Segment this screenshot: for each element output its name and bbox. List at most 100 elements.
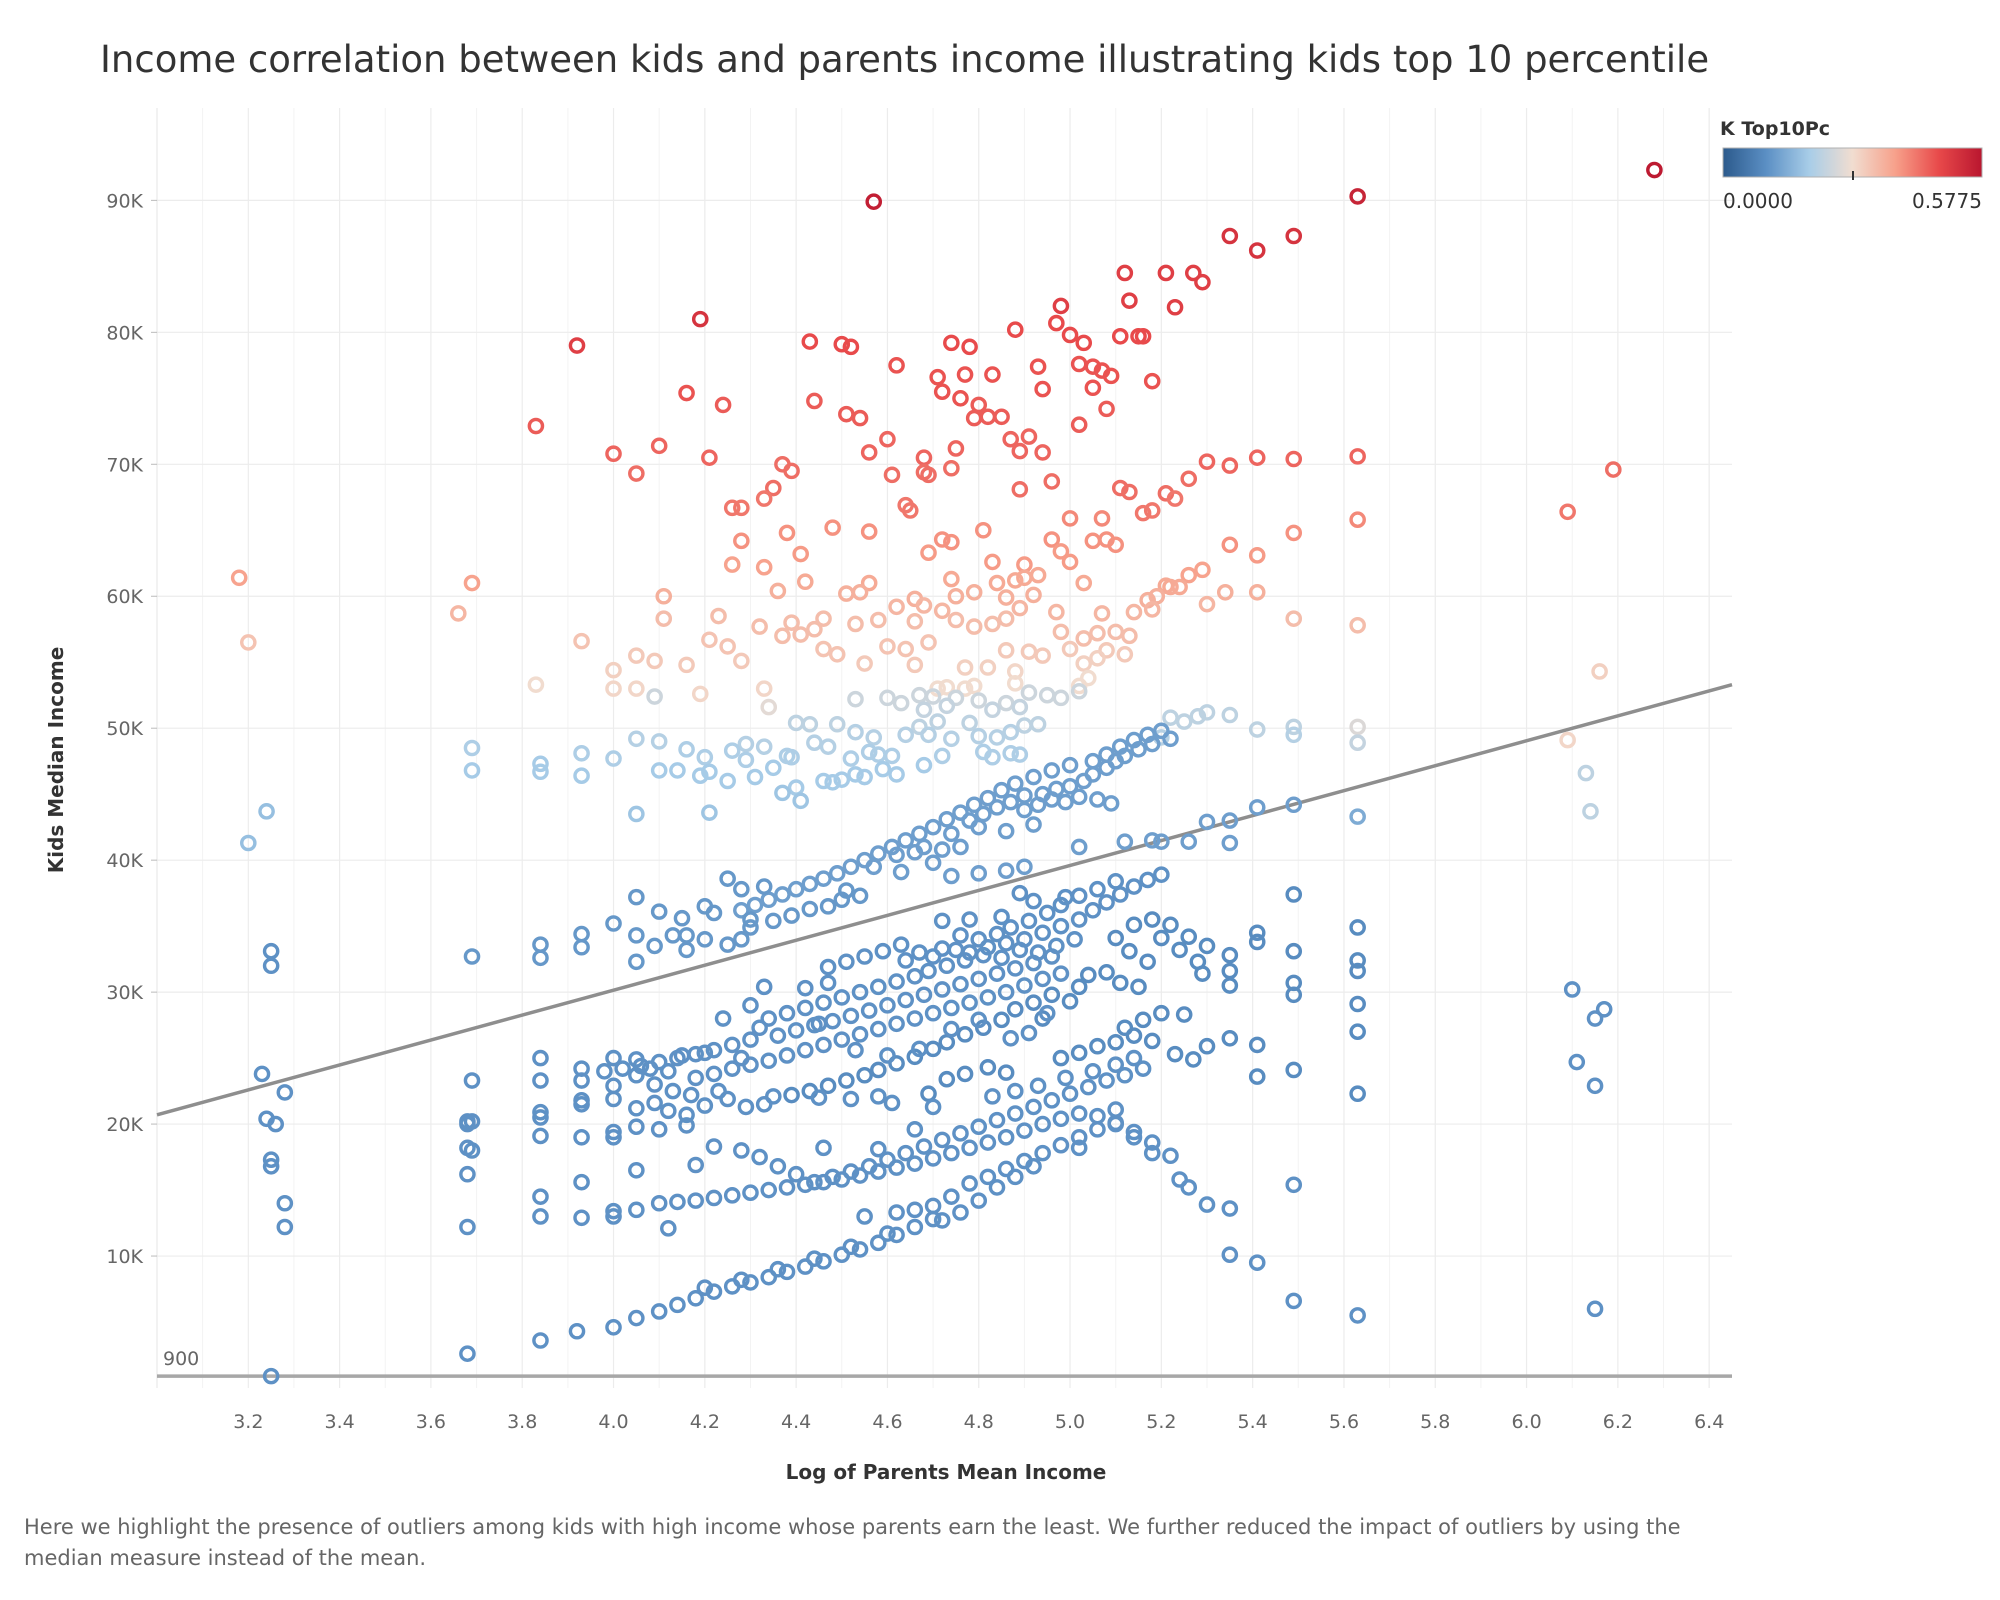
data-point[interactable] xyxy=(696,931,714,948)
data-point[interactable] xyxy=(573,938,590,956)
data-point[interactable] xyxy=(723,742,741,759)
data-point[interactable] xyxy=(1006,572,1024,589)
data-point[interactable] xyxy=(1020,1024,1038,1042)
data-point[interactable] xyxy=(870,1088,887,1105)
data-point[interactable] xyxy=(628,647,645,664)
data-point[interactable] xyxy=(605,661,622,679)
data-point[interactable] xyxy=(783,614,800,631)
data-point[interactable] xyxy=(1125,1049,1143,1067)
data-point[interactable] xyxy=(888,1226,905,1244)
data-point[interactable] xyxy=(755,738,773,755)
data-point[interactable] xyxy=(669,1296,686,1314)
data-point[interactable] xyxy=(1052,1049,1070,1067)
data-point[interactable] xyxy=(678,741,695,758)
data-point[interactable] xyxy=(1029,715,1047,733)
data-point[interactable] xyxy=(1025,768,1042,786)
data-point[interactable] xyxy=(1029,796,1047,814)
data-point[interactable] xyxy=(1153,866,1170,883)
data-point[interactable] xyxy=(1011,481,1029,498)
data-point[interactable] xyxy=(1143,601,1161,618)
data-point[interactable] xyxy=(1198,1196,1216,1213)
data-point[interactable] xyxy=(687,1192,704,1209)
data-point[interactable] xyxy=(1185,264,1202,282)
data-point[interactable] xyxy=(527,417,545,435)
data-point[interactable] xyxy=(938,678,956,696)
data-point[interactable] xyxy=(765,759,782,777)
data-point[interactable] xyxy=(1248,547,1266,564)
data-point[interactable] xyxy=(1080,966,1097,984)
data-point[interactable] xyxy=(778,1047,796,1064)
data-point[interactable] xyxy=(824,1012,841,1030)
data-point[interactable] xyxy=(673,1047,691,1064)
data-point[interactable] xyxy=(975,946,992,964)
data-point[interactable] xyxy=(710,1082,727,1100)
data-point[interactable] xyxy=(1134,504,1152,522)
data-point[interactable] xyxy=(742,1274,759,1291)
data-point[interactable] xyxy=(847,690,864,708)
data-point[interactable] xyxy=(815,1036,832,1054)
data-point[interactable] xyxy=(1029,358,1047,375)
data-point[interactable] xyxy=(952,1125,969,1142)
data-point[interactable] xyxy=(650,762,668,779)
data-point[interactable] xyxy=(819,1077,837,1095)
data-point[interactable] xyxy=(737,1098,755,1116)
data-point[interactable] xyxy=(1057,793,1074,811)
data-point[interactable] xyxy=(1605,461,1622,478)
data-point[interactable] xyxy=(1125,916,1143,934)
data-point[interactable] xyxy=(1248,1036,1266,1054)
data-point[interactable] xyxy=(860,743,878,761)
data-point[interactable] xyxy=(851,1167,869,1184)
data-point[interactable] xyxy=(792,792,809,810)
data-point[interactable] xyxy=(628,680,645,697)
data-point[interactable] xyxy=(1084,532,1102,550)
data-point[interactable] xyxy=(276,1084,294,1101)
data-point[interactable] xyxy=(920,634,937,651)
data-point[interactable] xyxy=(1143,372,1161,390)
data-point[interactable] xyxy=(1084,358,1102,375)
data-point[interactable] xyxy=(1194,965,1211,982)
data-point[interactable] xyxy=(842,1238,860,1256)
data-point[interactable] xyxy=(1221,457,1239,474)
data-point[interactable] xyxy=(596,1062,613,1080)
data-point[interactable] xyxy=(847,723,864,741)
data-point[interactable] xyxy=(1121,292,1138,309)
data-point[interactable] xyxy=(1016,1122,1033,1139)
data-point[interactable] xyxy=(851,887,869,905)
data-point[interactable] xyxy=(1143,911,1161,928)
data-point[interactable] xyxy=(1034,970,1051,988)
data-point[interactable] xyxy=(1052,965,1070,982)
data-point[interactable] xyxy=(851,1241,869,1258)
data-point[interactable] xyxy=(806,734,823,752)
data-point[interactable] xyxy=(1198,704,1216,721)
data-point[interactable] xyxy=(1070,1105,1088,1122)
data-point[interactable] xyxy=(628,730,645,748)
data-point[interactable] xyxy=(459,1165,476,1183)
data-point[interactable] xyxy=(901,502,919,519)
data-point[interactable] xyxy=(879,638,896,655)
data-point[interactable] xyxy=(943,825,960,843)
data-point[interactable] xyxy=(879,689,896,707)
data-point[interactable] xyxy=(819,974,837,992)
data-point[interactable] xyxy=(1125,731,1143,749)
data-point[interactable] xyxy=(1221,706,1239,724)
data-point[interactable] xyxy=(892,694,910,712)
data-point[interactable] xyxy=(1075,655,1093,672)
data-point[interactable] xyxy=(755,558,773,576)
data-point[interactable] xyxy=(733,931,750,948)
data-point[interactable] xyxy=(696,1279,714,1297)
data-point[interactable] xyxy=(1577,764,1595,782)
data-point[interactable] xyxy=(993,408,1010,426)
data-point[interactable] xyxy=(1559,503,1576,521)
data-point[interactable] xyxy=(1080,669,1097,687)
data-point[interactable] xyxy=(828,715,846,733)
data-point[interactable] xyxy=(678,656,695,674)
data-point[interactable] xyxy=(1070,1044,1088,1062)
data-point[interactable] xyxy=(1248,924,1266,942)
data-point[interactable] xyxy=(915,701,933,719)
data-point[interactable] xyxy=(267,1115,284,1133)
data-point[interactable] xyxy=(1586,1010,1604,1027)
data-point[interactable] xyxy=(801,900,819,918)
data-point[interactable] xyxy=(1006,321,1024,338)
data-point[interactable] xyxy=(897,726,914,744)
data-point[interactable] xyxy=(1011,698,1029,716)
